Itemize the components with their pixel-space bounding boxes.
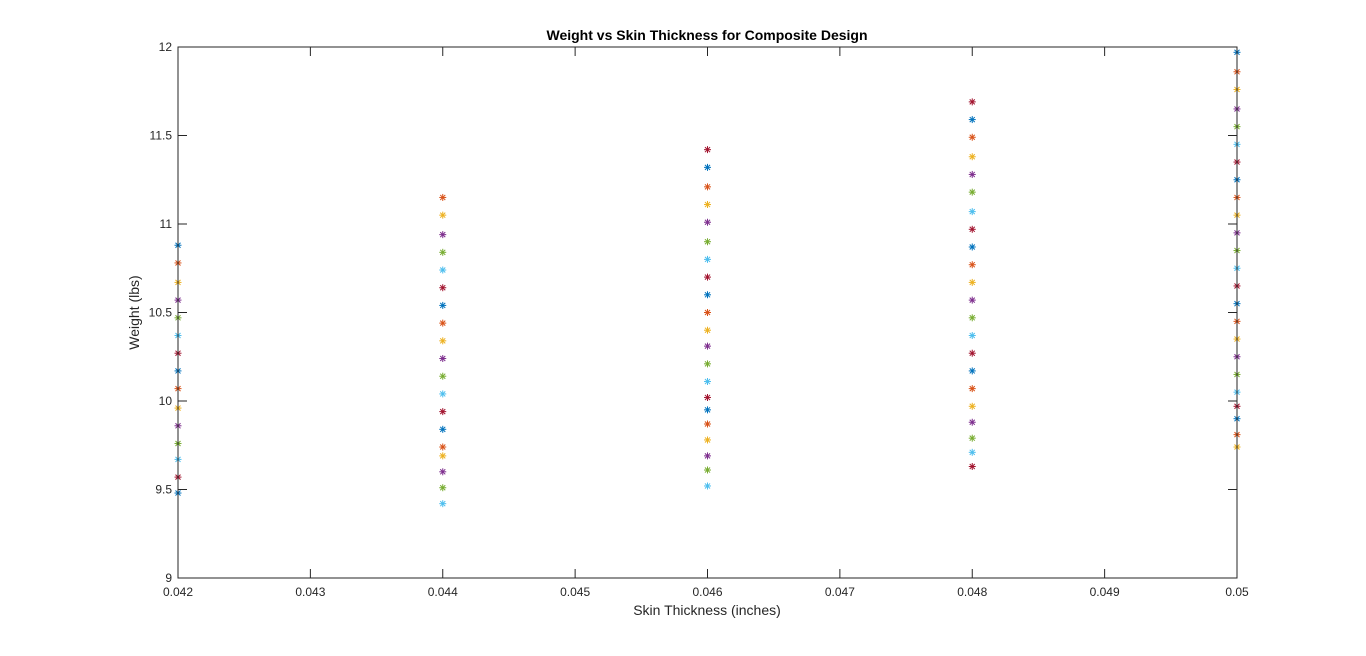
data-point — [968, 332, 976, 340]
y-tick-label: 12 — [159, 40, 173, 54]
x-tick-label: 0.045 — [560, 585, 590, 599]
data-point — [704, 452, 711, 460]
data-point — [968, 418, 976, 426]
data-point — [439, 301, 447, 309]
data-point — [704, 466, 711, 474]
data-point — [704, 218, 711, 226]
data-point — [968, 243, 976, 251]
data-point — [968, 462, 976, 470]
data-point — [968, 367, 976, 375]
data-point — [439, 355, 447, 363]
data-point — [968, 261, 976, 269]
x-axis-label: Skin Thickness (inches) — [633, 602, 781, 618]
data-point — [704, 309, 711, 316]
data-point — [704, 482, 711, 490]
data-point — [968, 133, 976, 141]
x-tick-label: 0.05 — [1225, 585, 1249, 599]
x-tick-label: 0.046 — [692, 585, 722, 599]
data-point — [439, 452, 447, 460]
data-point — [704, 420, 711, 428]
data-point — [439, 266, 447, 274]
data-point — [704, 201, 711, 209]
data-point — [439, 484, 447, 492]
x-tick-label: 0.047 — [825, 585, 855, 599]
x-tick-label: 0.044 — [428, 585, 458, 599]
data-point — [439, 500, 447, 508]
data-point — [439, 231, 447, 239]
data-point — [968, 402, 976, 410]
data-point — [704, 255, 711, 263]
data-point — [968, 314, 976, 322]
data-point — [439, 319, 447, 327]
data-point — [968, 153, 976, 161]
x-axis-ticks: 0.042 0.043 0.044 0.045 0.046 0.047 0.048 0.049… — [163, 47, 1249, 599]
data-point — [968, 434, 976, 442]
y-tick-label: 9 — [165, 571, 172, 585]
data-point — [704, 183, 711, 191]
data-point — [968, 349, 976, 357]
data-point — [704, 273, 711, 281]
data-point — [968, 225, 976, 233]
data-point — [439, 425, 447, 433]
data-point — [439, 337, 447, 345]
data-point — [968, 98, 976, 106]
data-point — [704, 436, 711, 444]
y-tick-label: 10.5 — [149, 306, 173, 320]
x-tick-label: 0.049 — [1090, 585, 1120, 599]
data-point — [704, 406, 711, 414]
x-tick-label: 0.048 — [957, 585, 987, 599]
x-tick-label: 0.042 — [163, 585, 193, 599]
data-point — [968, 278, 976, 286]
data-point — [968, 448, 976, 456]
y-axis-label: Weight (lbs) — [126, 275, 142, 349]
data-point — [704, 393, 711, 401]
data-point — [439, 284, 447, 292]
data-point — [968, 385, 976, 393]
data-point — [968, 208, 976, 216]
data-point — [439, 248, 447, 256]
data-point — [439, 443, 447, 451]
data-point — [968, 188, 976, 196]
data-point — [704, 146, 711, 154]
data-point — [439, 211, 447, 219]
data-point — [439, 408, 447, 416]
y-axis-ticks: 9 9.5 10 10.5 11 11.5 12 — [149, 40, 1237, 585]
data-point — [968, 296, 976, 304]
data-points — [174, 48, 1241, 508]
data-point — [439, 390, 447, 398]
data-point — [968, 170, 976, 178]
data-point — [704, 360, 711, 368]
data-point — [968, 116, 976, 124]
y-tick-label: 11.5 — [150, 129, 173, 143]
y-tick-label: 9.5 — [155, 483, 172, 497]
data-point — [704, 238, 711, 246]
y-tick-label: 11 — [160, 217, 173, 231]
data-point — [704, 378, 711, 386]
data-point — [704, 326, 711, 334]
data-point — [439, 372, 447, 380]
data-point — [704, 291, 711, 299]
chart-title: Weight vs Skin Thickness for Composite D… — [546, 27, 867, 43]
data-point — [439, 193, 447, 201]
data-point — [439, 468, 447, 476]
y-tick-label: 10 — [159, 394, 173, 408]
data-point — [704, 342, 711, 350]
x-tick-label: 0.043 — [295, 585, 325, 599]
data-point — [704, 163, 711, 171]
